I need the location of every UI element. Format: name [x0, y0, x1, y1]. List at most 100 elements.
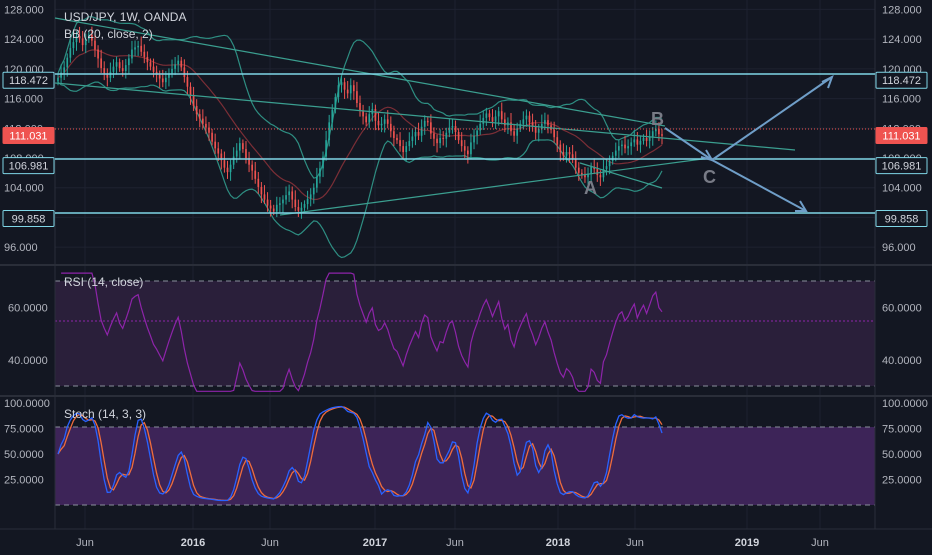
price-tag-right-bg — [875, 71, 928, 89]
candle-body — [426, 120, 429, 123]
candle-body — [473, 135, 475, 143]
candle-body — [238, 143, 241, 151]
candle-body — [491, 117, 494, 122]
candle-body — [328, 122, 331, 141]
candle-body — [100, 58, 102, 69]
price-tag-right-bg — [875, 209, 928, 227]
channel-middle-line[interactable] — [54, 82, 796, 151]
candle-body — [482, 117, 485, 124]
candle-body — [121, 68, 124, 72]
candle-body — [562, 152, 565, 156]
projection-down-arrowhead — [795, 200, 808, 212]
candle-body — [66, 57, 69, 68]
stoch-band — [55, 427, 875, 505]
candle-body — [208, 127, 210, 133]
bb-legend[interactable]: BB (20, close, 2) — [64, 27, 153, 41]
candle-body — [359, 103, 361, 111]
candle-body — [457, 132, 460, 141]
channel-inner-line[interactable] — [579, 162, 663, 189]
candle-body — [537, 129, 540, 133]
price-tick-right: 124.000 — [882, 34, 922, 46]
candle-body — [414, 132, 417, 137]
candle-body — [165, 77, 167, 83]
price-tick-left: 96.000 — [4, 242, 38, 254]
candle-body — [399, 140, 401, 147]
candle-body — [633, 139, 636, 143]
time-label: 2019 — [735, 537, 759, 549]
candle-body — [245, 149, 247, 158]
rsi-legend[interactable]: RSI (14, close) — [64, 275, 143, 289]
candle-body — [420, 126, 423, 136]
candle-body — [275, 204, 278, 212]
stoch-tick-right: 25.0000 — [882, 475, 922, 487]
price-tick-left: 104.000 — [4, 183, 44, 195]
candle-body — [356, 91, 358, 104]
candle-body — [584, 175, 586, 178]
stoch-tick-left: 50.0000 — [4, 449, 44, 461]
rsi-tick-left: 40.0000 — [8, 355, 48, 367]
candle-body — [463, 146, 466, 151]
candle-body — [223, 160, 226, 168]
rsi-tick-left: 60.0000 — [8, 302, 48, 314]
stoch-d-line — [57, 406, 663, 502]
stoch-legend[interactable]: Stoch (14, 3, 3) — [64, 407, 146, 421]
candle-body — [177, 60, 180, 65]
time-label: 2016 — [181, 537, 205, 549]
candle-body — [340, 82, 343, 86]
candle-body — [316, 176, 318, 188]
candle-body — [645, 137, 648, 141]
candle-body — [448, 127, 451, 133]
candle-body — [383, 119, 386, 124]
candle-body — [605, 166, 608, 170]
candle-body — [288, 191, 290, 196]
candle-body — [220, 153, 223, 161]
candle-body — [587, 173, 589, 178]
candle-body — [374, 108, 377, 121]
candle-body — [69, 48, 72, 58]
symbol-title[interactable]: USD/JPY, 1W, OANDA — [64, 10, 186, 24]
candle-body — [112, 66, 115, 72]
time-label: 2017 — [363, 537, 387, 549]
candle-body — [174, 64, 176, 69]
candle-body — [205, 123, 207, 128]
candle-body — [161, 78, 164, 83]
candle-body — [226, 167, 229, 173]
candle-body — [282, 199, 284, 204]
channel-upper-line[interactable] — [54, 17, 666, 127]
candle-body — [423, 120, 426, 127]
candle-body — [319, 168, 321, 177]
candle-body — [272, 208, 275, 212]
projection-c-arrowhead — [700, 149, 715, 162]
channel-lower-line[interactable] — [279, 157, 711, 216]
candle-body — [476, 130, 478, 136]
candle-body — [553, 129, 555, 138]
candle-body — [590, 166, 592, 174]
candle-body — [72, 42, 75, 49]
candle-body — [143, 51, 146, 57]
label-b: B — [651, 109, 664, 129]
candle-body — [291, 191, 294, 200]
label-c: C — [703, 167, 716, 187]
candle-body — [322, 156, 324, 169]
candle-body — [658, 129, 660, 135]
candle-body — [470, 142, 472, 155]
price-tick-left: 116.000 — [4, 94, 43, 106]
price-tag-left: 106.981 — [9, 161, 49, 173]
price-tag-left-bg — [2, 71, 55, 89]
candle-body — [494, 116, 497, 122]
candle-body — [106, 73, 109, 78]
candle-body — [513, 131, 515, 136]
price-tag-left: 118.472 — [9, 75, 48, 87]
projection-arrows[interactable] — [664, 74, 834, 212]
candle-body — [630, 142, 633, 147]
candle-body — [436, 138, 438, 144]
candle-body — [531, 122, 534, 127]
candle-body — [593, 166, 596, 170]
candle-body — [337, 85, 340, 98]
candle-body — [325, 140, 327, 157]
candle-body — [248, 158, 250, 165]
price-tag-right-bg — [875, 157, 928, 175]
candles — [57, 26, 663, 219]
